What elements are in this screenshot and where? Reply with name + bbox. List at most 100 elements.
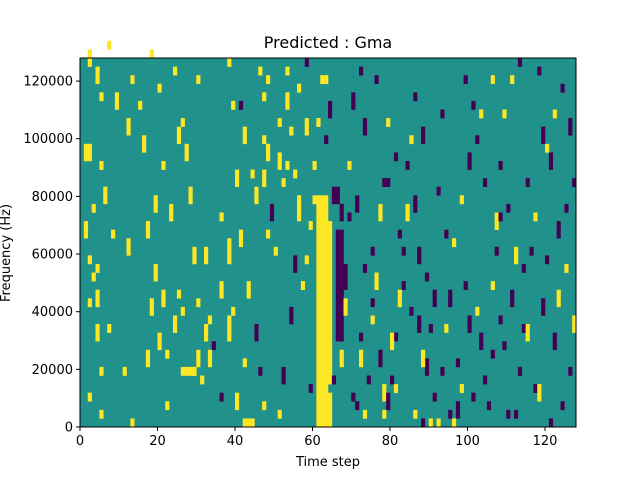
- heatmap-cell: [103, 186, 108, 205]
- heatmap-cell: [541, 298, 546, 316]
- heatmap-cell: [304, 118, 309, 136]
- heatmap-cell: [498, 315, 503, 325]
- heatmap-cell: [568, 366, 573, 376]
- heatmap-cell: [285, 66, 290, 76]
- heatmap-cell: [192, 246, 197, 265]
- heatmap-cell: [285, 92, 290, 110]
- heatmap-cell: [413, 92, 418, 102]
- heatmap-cell: [560, 401, 565, 411]
- heatmap-cell: [343, 263, 348, 290]
- heatmap-cell: [409, 306, 414, 316]
- heatmap-cell: [510, 289, 515, 308]
- heatmap-cell: [339, 349, 344, 368]
- heatmap-cell: [421, 418, 426, 428]
- heatmap-cell: [533, 384, 538, 393]
- heatmap-cell: [428, 324, 433, 333]
- heatmap-cell: [331, 375, 337, 385]
- heatmap-cell: [556, 221, 561, 239]
- heatmap-cell: [262, 92, 267, 102]
- heatmap-cell: [351, 92, 356, 110]
- heatmap-cell: [552, 332, 557, 351]
- y-tick-label: 40000: [32, 305, 73, 320]
- heatmap-cell: [448, 289, 453, 308]
- heatmap-cell: [421, 126, 426, 145]
- heatmap-cell: [390, 332, 395, 351]
- heatmap-cell: [107, 40, 112, 50]
- y-axis: 0 20000 40000 60000 80000 100000 120000: [23, 75, 80, 436]
- heatmap-cell: [258, 66, 263, 76]
- heatmap-cell: [529, 246, 534, 256]
- x-tick-label: 80: [382, 434, 399, 449]
- heatmap-cell: [316, 118, 321, 127]
- heatmap-cell: [297, 83, 302, 93]
- heatmap-cell: [452, 418, 457, 428]
- heatmap-cell: [541, 126, 546, 145]
- heatmap-cell: [219, 212, 224, 222]
- heatmap-cell: [463, 281, 468, 290]
- x-axis-label: Time step: [295, 455, 360, 470]
- heatmap-cell: [316, 195, 321, 205]
- heatmap-cell: [413, 409, 418, 419]
- heatmap-cell: [397, 289, 402, 308]
- heatmap-cell: [490, 75, 495, 85]
- heatmap-cell: [533, 212, 538, 222]
- heatmap-cell: [436, 418, 441, 428]
- heatmap-cell: [262, 401, 267, 411]
- heatmap-cell: [382, 178, 387, 188]
- x-tick-label: 100: [455, 434, 480, 449]
- heatmap-cell: [250, 418, 255, 428]
- heatmap-cell: [114, 92, 120, 110]
- heatmap-cell: [386, 178, 391, 188]
- heatmap-cell: [277, 152, 282, 170]
- heatmap-cell: [87, 255, 92, 265]
- heatmap-cell: [145, 349, 151, 368]
- heatmap-cell: [142, 135, 147, 153]
- heatmap-cell: [184, 366, 189, 376]
- heatmap-cell: [180, 118, 185, 127]
- heatmap-cell: [498, 212, 503, 222]
- heatmap-cell: [184, 143, 189, 162]
- heatmap-cell: [386, 392, 391, 411]
- heatmap-cell: [378, 349, 383, 368]
- heatmap-cell: [525, 324, 530, 342]
- heatmap-cell: [196, 75, 201, 85]
- heatmap-cell: [459, 195, 464, 205]
- heatmap-cell: [444, 229, 449, 239]
- heatmap-cell: [517, 58, 523, 67]
- heatmap-cell: [479, 332, 484, 351]
- heatmap-cell: [99, 160, 104, 170]
- heatmap-cell: [157, 332, 162, 351]
- x-tick-label: 120: [533, 434, 558, 449]
- heatmap-cell: [483, 375, 488, 385]
- heatmap-cell: [173, 66, 178, 76]
- heatmap-cell: [359, 349, 364, 368]
- heatmap-cell: [510, 75, 515, 85]
- heatmap-cell: [254, 324, 259, 342]
- heatmap-cell: [362, 118, 368, 136]
- heatmap-cell: [173, 315, 178, 333]
- heatmap-cell: [293, 255, 298, 273]
- heatmap-cell: [463, 75, 468, 85]
- heatmap-cell: [370, 315, 375, 325]
- heatmap-cell: [486, 401, 492, 411]
- heatmap-cell: [320, 195, 325, 205]
- heatmap-cell: [568, 118, 573, 136]
- heatmap-cell: [83, 143, 89, 162]
- heatmap-cell: [87, 392, 92, 402]
- x-tick-label: 40: [227, 434, 244, 449]
- heatmap-cell: [432, 289, 437, 308]
- heatmap-cell: [572, 178, 577, 188]
- heatmap-cell: [401, 246, 406, 256]
- heatmap-cell: [386, 118, 391, 127]
- heatmap-cell: [231, 100, 236, 110]
- heatmap-cell: [308, 384, 313, 393]
- heatmap-cell: [165, 401, 170, 411]
- x-tick-label: 0: [76, 434, 84, 449]
- heatmap-cell: [483, 178, 488, 188]
- heatmap-cell: [424, 272, 430, 282]
- heatmap-cell: [514, 409, 519, 419]
- heatmap-cell: [246, 281, 251, 299]
- heatmap-cell: [277, 118, 282, 127]
- heatmap-cell: [161, 289, 166, 308]
